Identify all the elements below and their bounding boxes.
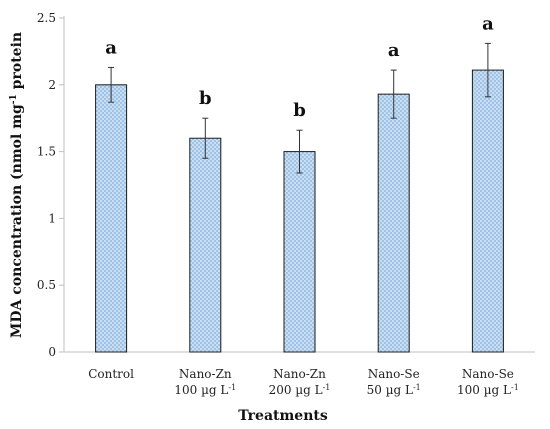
y-axis-title: MDA concentration (nmol mg-1 protein xyxy=(9,32,25,338)
significance-letter: b xyxy=(199,88,212,109)
x-tick-label: Nano-Zn xyxy=(179,367,232,381)
x-tick-label: Nano-Se xyxy=(368,367,420,381)
x-tick-label-line2: 200 µg L-1 xyxy=(269,383,331,398)
y-axis-title-tail: protein xyxy=(9,32,25,94)
x-tick-label-line2: 100 µg L-1 xyxy=(457,383,519,398)
significance-letter: a xyxy=(482,13,494,34)
x-tick-label-line2: 100 µg L-1 xyxy=(174,383,236,398)
y-tick-label: 0 xyxy=(48,345,56,359)
x-tick-label: Nano-Zn xyxy=(273,367,326,381)
significance-letter: a xyxy=(388,40,400,61)
x-tick-label-unit-sup: -1 xyxy=(323,383,331,392)
x-tick-label-line2: 50 µg L-1 xyxy=(367,383,421,398)
bar xyxy=(95,84,128,353)
significance-letter: a xyxy=(105,37,117,58)
significance-letter: b xyxy=(293,100,306,121)
bar xyxy=(377,93,410,353)
x-tick-label-unit: 50 µg L xyxy=(367,383,413,397)
x-tick-label-unit: 100 µg L xyxy=(174,383,228,397)
x-tick-label-unit-sup: -1 xyxy=(511,383,519,392)
x-tick-label-unit: 100 µg L xyxy=(457,383,511,397)
y-tick-label: 1.5 xyxy=(37,145,56,159)
y-axis-title-main: MDA concentration (nmol mg xyxy=(9,104,25,338)
bar xyxy=(471,69,504,353)
y-tick-label: 1 xyxy=(48,211,56,225)
x-tick-label: Control xyxy=(88,367,134,381)
x-tick-label-unit-sup: -1 xyxy=(228,383,236,392)
y-tick-label: 2 xyxy=(48,78,56,92)
x-axis-title: Treatments xyxy=(238,408,328,424)
bar xyxy=(189,137,222,353)
x-tick-label: Nano-Se xyxy=(462,367,514,381)
x-tick-label-unit-sup: -1 xyxy=(413,383,421,392)
x-tick-label-unit: 200 µg L xyxy=(269,383,323,397)
y-axis-title-sup: -1 xyxy=(9,94,19,104)
y-tick-label: 0.5 xyxy=(37,278,56,292)
bar xyxy=(283,151,316,353)
y-tick-label: 2.5 xyxy=(37,11,56,25)
